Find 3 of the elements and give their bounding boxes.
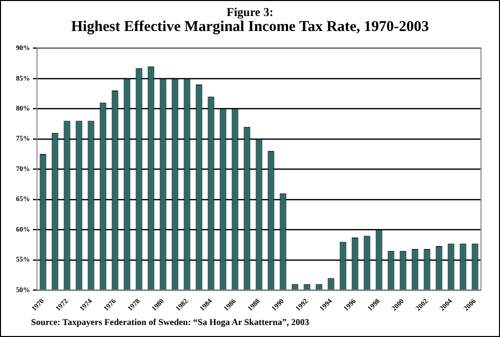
source-note: Source: Taxpayers Federation of Sweden: “Sa Hoga Ar Skatterna”, 2003 — [31, 317, 310, 327]
chart-subtitle: Figure 3: — [226, 5, 274, 20]
chart-title: Highest Effective Marginal Income Tax Rate, 1970-2003 — [70, 19, 430, 36]
